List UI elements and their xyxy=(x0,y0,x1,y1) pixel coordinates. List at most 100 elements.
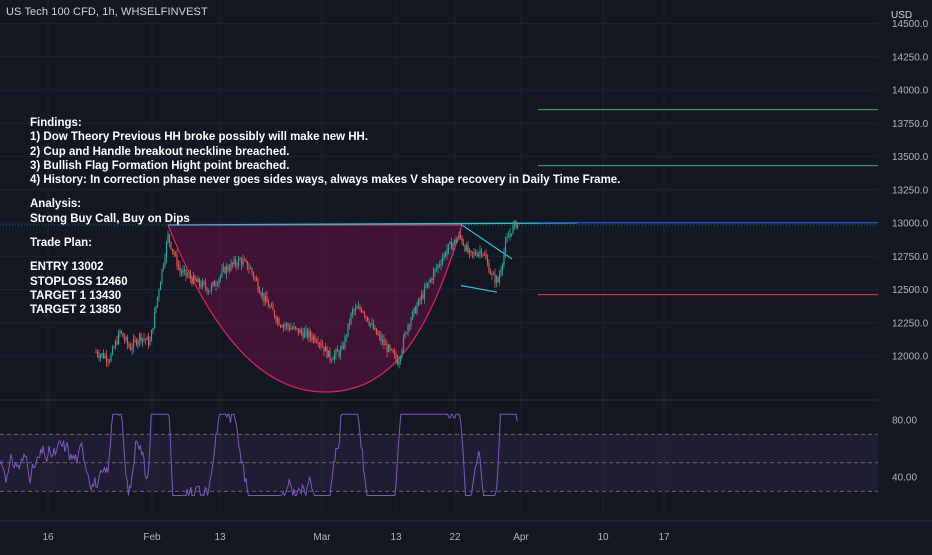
candle xyxy=(275,315,277,324)
candle-body xyxy=(125,337,127,341)
candle-body xyxy=(227,266,229,270)
price-tick-label: 14500.0 xyxy=(892,19,929,30)
candle-body xyxy=(470,250,472,252)
candle-body xyxy=(392,349,394,353)
candle xyxy=(222,262,225,273)
candle-body xyxy=(369,323,372,325)
candle-body xyxy=(198,278,201,285)
candle-body xyxy=(302,332,304,338)
symbol-title[interactable]: US Tech 100 CFD, 1h, WHSELFINVEST xyxy=(6,6,208,18)
candle-body xyxy=(189,274,192,279)
price-tick-label: 14000.0 xyxy=(892,86,929,97)
candle xyxy=(491,271,493,281)
time-tick-label: Feb xyxy=(143,532,161,543)
candle-body xyxy=(300,329,303,333)
candle xyxy=(335,348,337,360)
candle-body xyxy=(485,254,487,259)
candle xyxy=(441,253,444,267)
candle xyxy=(515,219,517,229)
candle-body xyxy=(404,332,406,338)
candle xyxy=(261,287,264,301)
time-axis[interactable]: 16 Feb 13 Mar 13 22 Apr 10 17 xyxy=(0,520,932,543)
candle xyxy=(423,283,426,304)
candle-body xyxy=(263,293,265,302)
candle-body xyxy=(405,332,408,334)
candle xyxy=(270,302,273,308)
candle xyxy=(107,358,109,367)
candle xyxy=(390,348,393,351)
candle xyxy=(164,253,166,269)
candle-body xyxy=(452,243,454,250)
candle-body xyxy=(251,268,253,273)
candle-body xyxy=(270,305,273,307)
candle-body xyxy=(104,355,106,359)
candle-body xyxy=(354,308,357,311)
candle-body xyxy=(188,274,190,276)
candle xyxy=(512,220,514,235)
candle-body xyxy=(176,254,178,266)
candle xyxy=(170,241,172,250)
candle-body xyxy=(443,253,445,259)
candle-body xyxy=(473,252,475,254)
candle-body xyxy=(257,280,259,290)
candle xyxy=(113,345,115,349)
candle-body xyxy=(324,346,327,352)
analysis-note: Findings: 1) Dow Theory Previous HH brok… xyxy=(30,116,620,318)
candle xyxy=(153,307,156,330)
candle xyxy=(366,316,369,323)
candle xyxy=(276,315,279,327)
candle-body xyxy=(110,354,112,362)
candle-body xyxy=(275,316,277,321)
price-tick-label: 13750.0 xyxy=(892,119,929,130)
candle xyxy=(416,301,418,316)
candle-body xyxy=(429,279,432,282)
candle-body xyxy=(401,349,403,357)
candle-body xyxy=(506,237,508,242)
candle-body xyxy=(182,270,184,273)
candle xyxy=(152,328,154,334)
candle xyxy=(225,263,228,280)
candle xyxy=(405,332,408,335)
candle xyxy=(212,281,214,288)
candle xyxy=(434,268,436,277)
candle xyxy=(474,249,477,256)
candle-body xyxy=(231,263,234,265)
price-tick-label: 12750.0 xyxy=(892,252,929,263)
candle xyxy=(216,280,219,287)
candle-body xyxy=(380,335,382,342)
candle xyxy=(138,332,141,347)
candle-body xyxy=(155,306,157,313)
candle xyxy=(123,333,126,344)
candle-body xyxy=(228,269,231,271)
candle xyxy=(231,262,234,269)
candle-body xyxy=(482,254,484,256)
candle xyxy=(311,331,313,343)
candle xyxy=(458,231,460,241)
candle xyxy=(363,310,366,319)
candle-body xyxy=(243,260,246,262)
candle-body xyxy=(444,253,447,256)
candle xyxy=(210,282,213,295)
candle-body xyxy=(446,249,448,256)
candle-body xyxy=(105,355,108,362)
candle-body xyxy=(477,252,480,257)
candle xyxy=(101,352,103,358)
candle-body xyxy=(428,281,430,284)
candle-body xyxy=(471,251,474,254)
candle-body xyxy=(356,308,358,310)
candle-body xyxy=(413,307,415,312)
candle xyxy=(140,332,142,345)
candle xyxy=(227,264,229,272)
candle-body xyxy=(306,329,309,338)
candle-body xyxy=(119,331,121,333)
candle xyxy=(125,335,127,343)
candle xyxy=(114,339,117,350)
candle xyxy=(351,306,354,319)
candle-body xyxy=(183,269,186,271)
candle xyxy=(479,245,481,259)
candle-body xyxy=(458,234,460,239)
candle-body xyxy=(206,287,208,292)
